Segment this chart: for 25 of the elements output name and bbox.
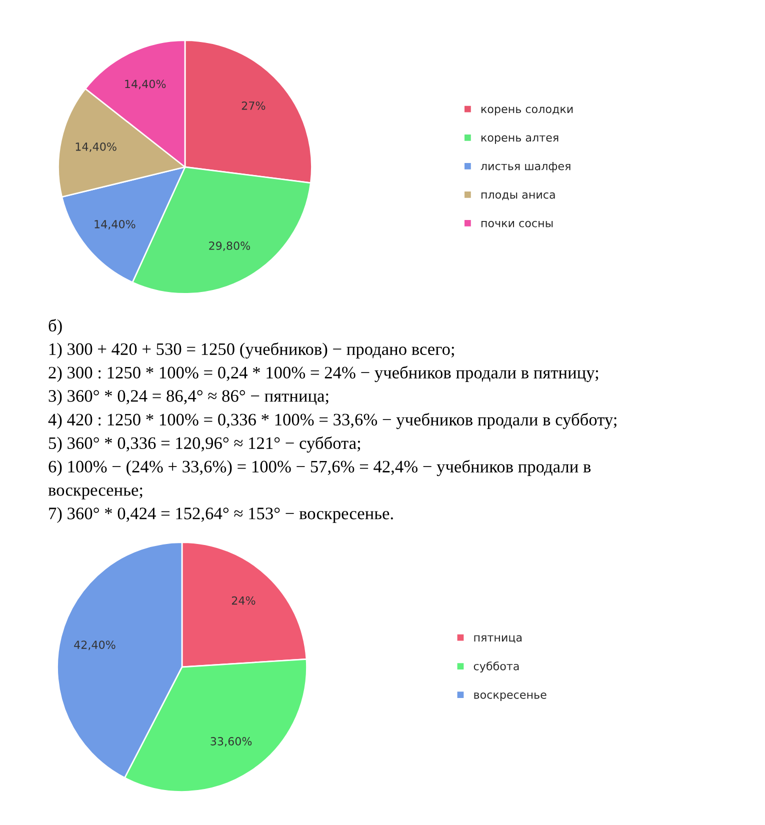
data-label: 24% xyxy=(232,596,256,605)
text: 7) 360° * 0,424 = 152,64° ≈ 153° − воскресенье. xyxy=(49,507,393,523)
legend-label: листья шалфея xyxy=(480,162,570,172)
text: 5) 360° * 0,336 = 120,96° ≈ 121° − суббота; xyxy=(49,436,360,453)
text: 2) 300 : 1250 * 100% = 0,24 * 100% = 24% − учебников продали в пятницу; xyxy=(48,366,598,382)
text: 3) 360° * 0,24 = 86,4° ≈ 86° − пятница; xyxy=(48,390,328,406)
data-label: 27% xyxy=(242,101,266,110)
legend-label: почки сосны xyxy=(481,220,553,228)
legend-label: плоды аниса xyxy=(481,192,555,200)
data-label: 29,80% xyxy=(209,242,250,252)
legend-label: воскресенье xyxy=(474,692,546,702)
text: 6) 100% − (24% + 33,6%) = 100% − 57,6% = 42,4% − учебников продали в xyxy=(48,460,591,476)
data-label: 33,60% xyxy=(210,737,252,747)
legend-label: пятница xyxy=(474,635,522,643)
data-label: 14,40% xyxy=(94,220,136,230)
data-label: 14,40% xyxy=(125,80,166,90)
legend-label: корень солодки xyxy=(481,106,573,116)
data-label: 42,40% xyxy=(74,640,116,650)
legend-label: суббота xyxy=(474,662,519,672)
text: б) xyxy=(48,318,62,336)
text: 4) 420 : 1250 * 100% = 0,336 * 100% = 33,6% − учебников продали в субботу; xyxy=(48,412,616,430)
text: воскресенье; xyxy=(48,487,142,500)
data-label: 14,40% xyxy=(76,142,116,152)
legend-label: корень алтея xyxy=(481,135,558,144)
text: 1) 300 + 420 + 530 = 1250 (учебников) − продано всего; xyxy=(50,342,454,359)
